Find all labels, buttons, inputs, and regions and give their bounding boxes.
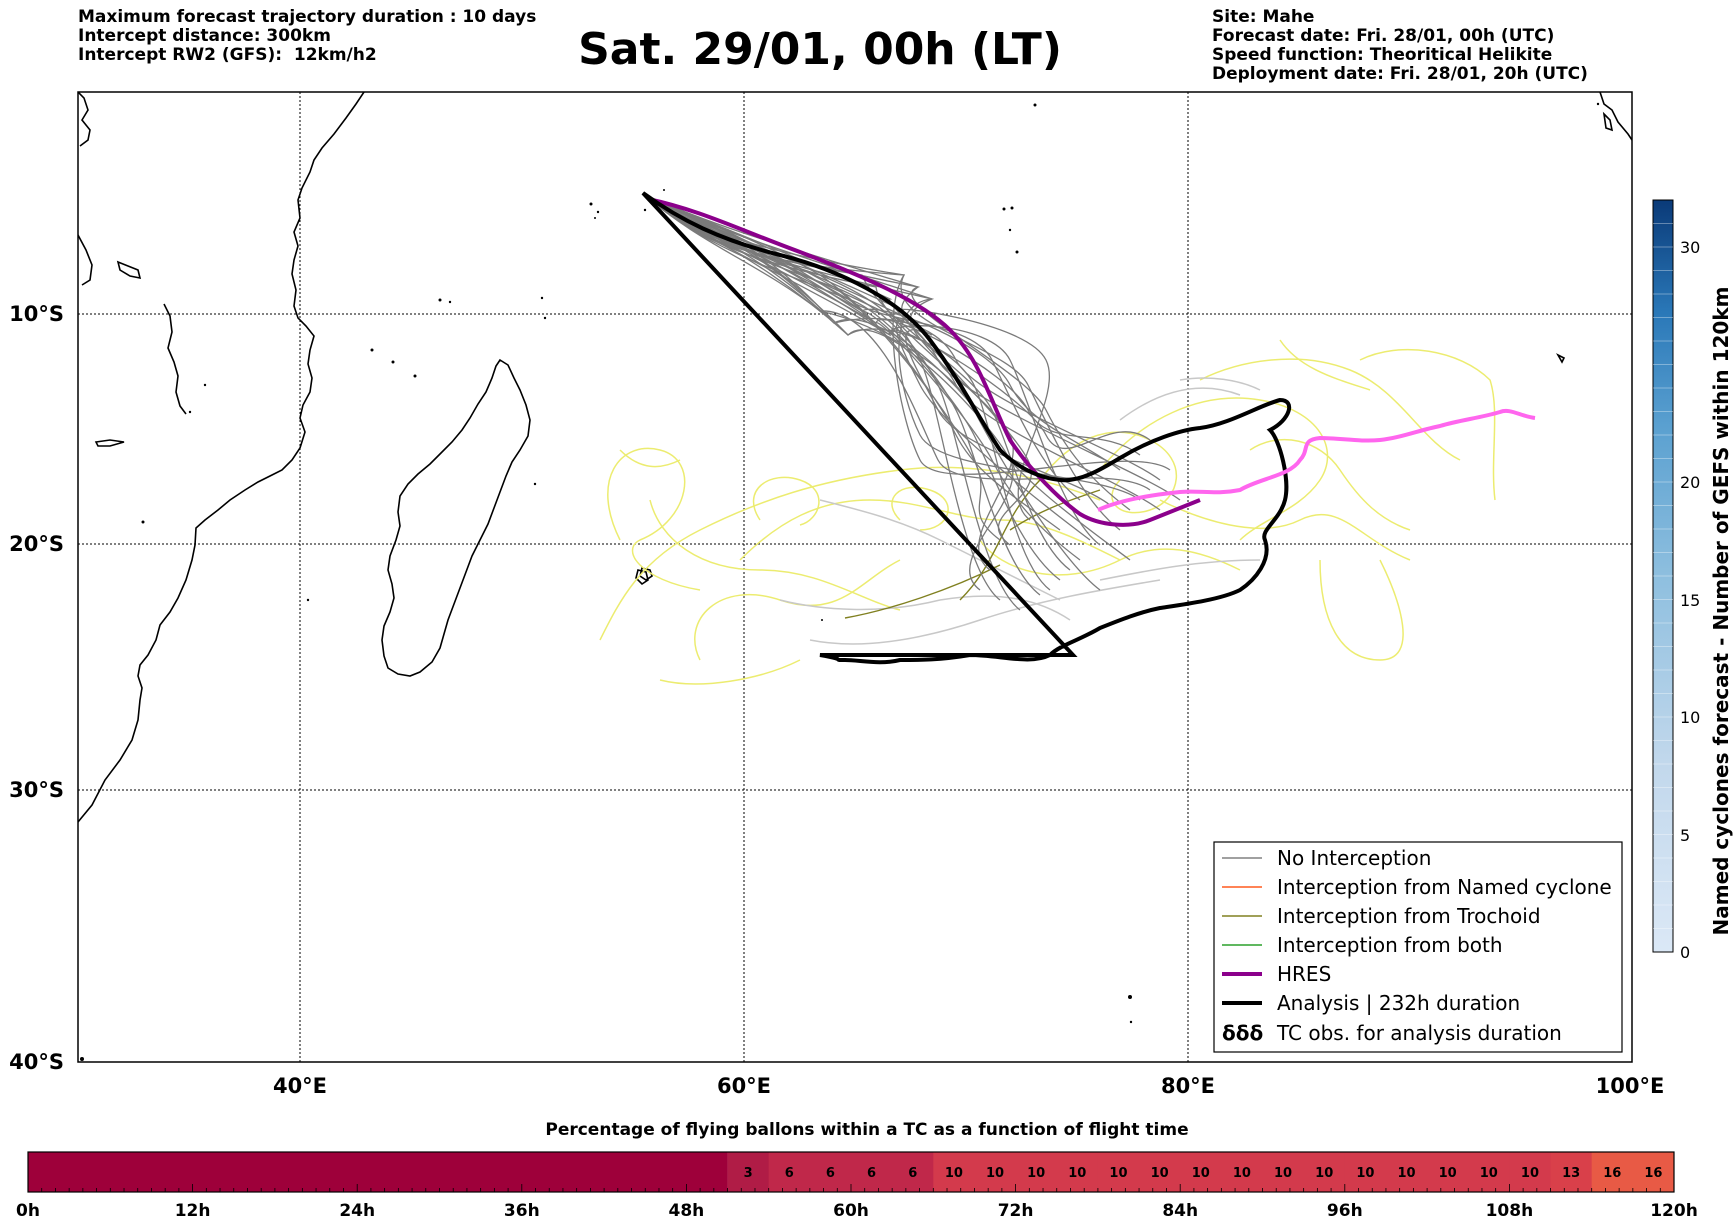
header-right-line-3: Speed function: Theoritical Helikite [1212,45,1553,65]
coastlines [78,92,1632,823]
lat-label-20s: 20°S [9,532,64,556]
lat-label-30s: 30°S [9,778,64,802]
header-left-line-3: Intercept RW2 (GFS): 12km/h2 [78,45,377,65]
header-right-line-4: Deployment date: Fri. 28/01, 20h (UTC) [1212,64,1588,84]
analysis-track [641,191,1292,665]
tc-obs-track [1097,408,1536,512]
no-interception-tracks [644,194,1181,611]
legend-label-named-cyclone: Interception from Named cyclone [1277,875,1612,899]
africa-northwest-coast [78,92,91,147]
no-interception-track [644,194,1131,561]
reunion-island [635,569,649,586]
legend-label-hres: HRES [1277,962,1331,986]
header-right-line-1: Site: Mahe [1212,7,1315,27]
lon-label-100e: 100°E [1596,1074,1665,1098]
no-interception-track [644,194,1171,475]
colorbar-tick-20: 20 [1680,473,1700,492]
no-interception-track [644,194,1141,456]
header-left-line-1: Maximum forecast trajectory duration : 1… [78,7,537,27]
comoros-islands [163,303,187,415]
legend-label-both: Interception from both [1277,933,1503,957]
lon-label-40e: 40°E [273,1074,327,1098]
page-title: Sat. 29/01, 00h (LT) [578,24,1062,75]
no-interception-track [644,194,1161,511]
no-interception-track [644,194,1071,571]
header-left-line-2: Intercept distance: 300km [78,26,331,46]
lon-label-60e: 60°E [717,1074,771,1098]
legend-box [1213,841,1623,1053]
no-interception-track [644,194,1081,501]
colorbar-tick-5: 5 [1680,826,1690,845]
socotra-island [116,260,142,280]
no-interception-track [644,194,1014,571]
africa-coastline [78,92,365,823]
small-islands [80,102,1600,1061]
rodrigues-island [1555,353,1566,364]
seychelles-island [78,234,93,286]
colorbar-tick-0: 0 [1680,943,1690,962]
header-right-line-2: Forecast date: Fri. 28/01, 00h (UTC) [1212,26,1555,46]
lon-label-80e: 80°E [1161,1074,1215,1098]
lat-label-40s: 40°S [9,1050,64,1074]
colorbar-tick-30: 30 [1680,238,1700,257]
arabia-east-coast [1599,92,1632,141]
hres-track [647,197,1201,527]
legend-label-trochoid: Interception from Trochoid [1277,904,1541,928]
map-frame [77,91,1633,1063]
time-bar-title: Percentage of flying ballons within a TC… [545,1120,1189,1140]
no-interception-track [644,194,1101,546]
no-interception-track [644,194,1061,531]
legend-label-tc-obs: TC obs. for analysis duration [1276,1021,1562,1045]
legend: No Interception Interception from Named … [1213,841,1623,1053]
madagascar-coastline [381,358,531,677]
legend-label-no-interception: No Interception [1277,846,1431,870]
sri-lanka-island [1602,111,1614,132]
no-interception-track [644,194,1051,521]
cyclone-icon: δδδ [1222,1021,1263,1045]
colorbar: 0 5 10 15 20 30 Named cyclones forecast … [1652,199,1733,962]
no-interception-track [644,194,1001,601]
no-interception-track [644,194,1141,501]
legend-label-analysis: Analysis | 232h duration [1277,991,1520,1015]
colorbar-label: Named cyclones forecast - Number of GEFS… [1709,287,1733,936]
lat-label-10s: 10°S [9,302,64,326]
zanzibar-island [94,439,125,447]
colorbar-gradient [1652,199,1674,953]
no-interception-track [644,194,1001,541]
colorbar-tick-15: 15 [1680,591,1700,610]
no-interception-track [644,194,1101,591]
colorbar-level-lines [1653,223,1673,929]
lightgray-ensemble-tracks [779,377,1261,645]
colorbar-tick-10: 10 [1680,708,1700,727]
no-interception-track [644,194,1091,541]
